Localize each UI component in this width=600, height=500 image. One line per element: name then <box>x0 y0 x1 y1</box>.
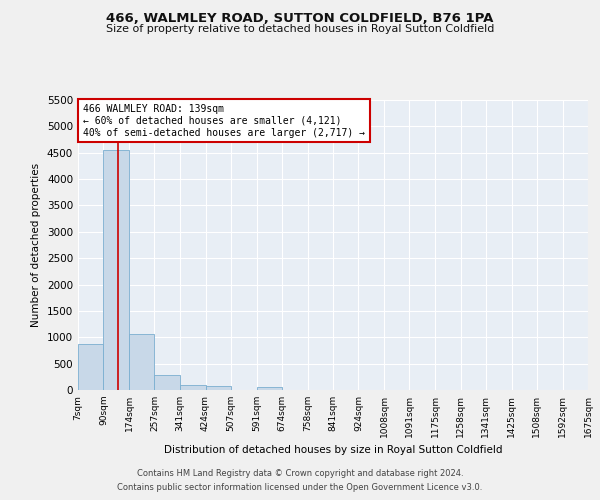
Text: Size of property relative to detached houses in Royal Sutton Coldfield: Size of property relative to detached ho… <box>106 24 494 34</box>
Bar <box>180 386 205 390</box>
Text: Contains public sector information licensed under the Open Government Licence v3: Contains public sector information licen… <box>118 484 482 492</box>
Y-axis label: Number of detached properties: Number of detached properties <box>31 163 41 327</box>
Bar <box>205 386 231 390</box>
Bar <box>129 334 154 390</box>
Bar <box>78 344 103 390</box>
Bar <box>103 150 129 390</box>
X-axis label: Distribution of detached houses by size in Royal Sutton Coldfield: Distribution of detached houses by size … <box>164 446 502 456</box>
Text: 466 WALMLEY ROAD: 139sqm
← 60% of detached houses are smaller (4,121)
40% of sem: 466 WALMLEY ROAD: 139sqm ← 60% of detach… <box>83 104 365 138</box>
Bar <box>154 375 180 390</box>
Text: 466, WALMLEY ROAD, SUTTON COLDFIELD, B76 1PA: 466, WALMLEY ROAD, SUTTON COLDFIELD, B76… <box>106 12 494 26</box>
Bar <box>257 387 282 390</box>
Text: Contains HM Land Registry data © Crown copyright and database right 2024.: Contains HM Land Registry data © Crown c… <box>137 468 463 477</box>
